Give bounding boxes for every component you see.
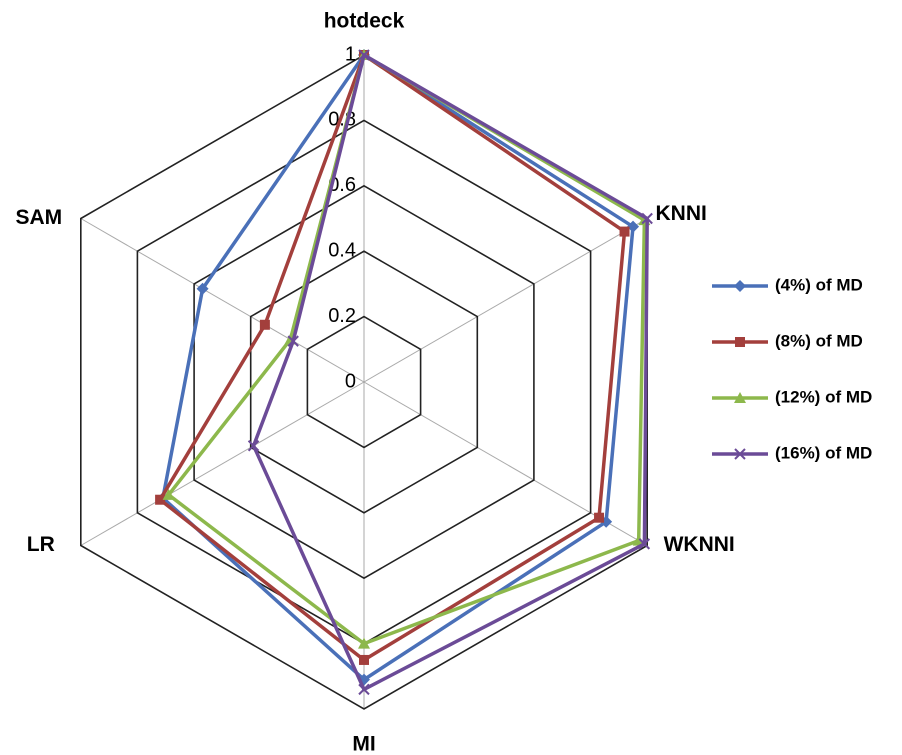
marker xyxy=(155,494,166,505)
y-tick-label: 0.2 xyxy=(328,305,356,327)
marker xyxy=(632,534,645,546)
marker xyxy=(247,440,260,452)
category-label: hotdeck xyxy=(324,10,405,33)
marker xyxy=(619,226,630,237)
category-label: WKNNI xyxy=(664,533,735,556)
marker xyxy=(196,282,209,295)
spoke xyxy=(363,218,648,383)
category-label: SAM xyxy=(15,206,62,229)
legend-label: (12%) of MD xyxy=(775,387,872,406)
grid-line xyxy=(193,184,535,580)
y-tick-label: 1 xyxy=(345,43,356,65)
series-line xyxy=(158,53,627,662)
y-tick-label: 0 xyxy=(345,370,356,392)
category-label: LR xyxy=(27,533,55,556)
marker xyxy=(162,488,175,500)
marker xyxy=(641,212,653,225)
marker xyxy=(287,335,299,347)
marker xyxy=(259,319,270,330)
legend-label: (16%) of MD xyxy=(775,443,872,462)
legend-marker xyxy=(734,448,746,460)
marker xyxy=(358,683,370,696)
marker xyxy=(359,654,369,665)
legend-label: (8%) of MD xyxy=(775,331,863,350)
grid-line xyxy=(306,315,422,449)
marker xyxy=(627,220,640,233)
spoke xyxy=(80,381,365,546)
series-line xyxy=(166,53,647,646)
spoke xyxy=(80,218,365,383)
marker xyxy=(638,538,651,550)
grid-line xyxy=(249,250,479,514)
legend-label: (4%) of MD xyxy=(775,275,863,294)
marker xyxy=(358,637,370,649)
legend-marker xyxy=(735,337,745,347)
category-label: KNNI xyxy=(656,202,707,225)
y-tick-label: 0.4 xyxy=(328,239,356,261)
legend-marker xyxy=(734,280,746,292)
category-label: MI xyxy=(352,733,375,755)
marker xyxy=(358,49,370,61)
legend-marker xyxy=(734,392,746,403)
marker xyxy=(594,512,605,523)
y-tick-label: 0.6 xyxy=(328,174,356,196)
